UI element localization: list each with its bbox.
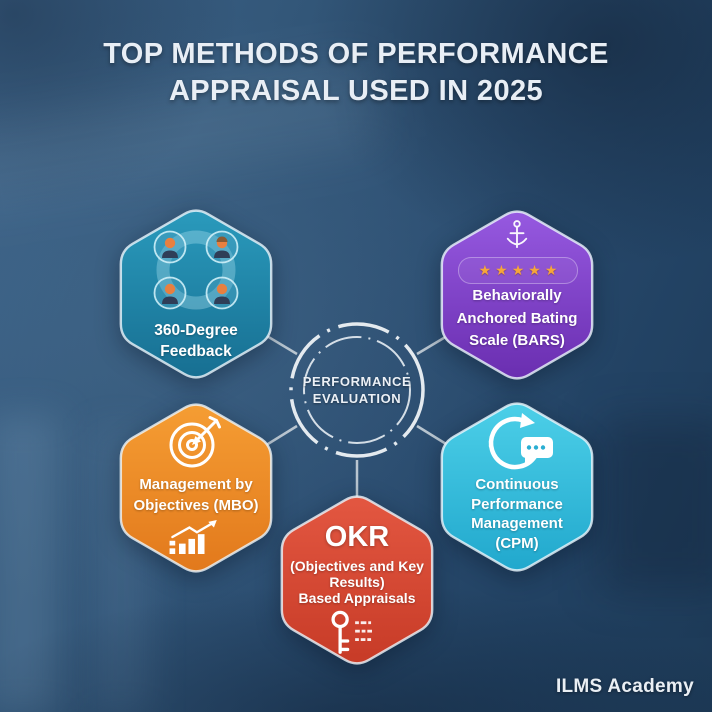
avatar [205,276,239,310]
hexagon-okr-label-line-2: Results) [329,574,385,590]
hexagon-shape [440,402,594,572]
hexagon-shape [119,403,273,573]
hexagon-360-label-line-2: Feedback [160,343,232,360]
hexagon-okr: OKR (Objectives and Key Results) Based A… [279,490,435,670]
growth-chart-icon [169,520,217,554]
hexagon-bars-label-line-1: Behaviorally [472,287,562,304]
page-title-line-2: APPRAISAL USED IN 2025 [168,75,544,107]
key-detail-lines [355,621,372,641]
hexagon-bars: ★★★★★ Behaviorally Anchored Bating Scale… [439,205,595,385]
center-hub: PERFORMANCE EVALUATION [282,315,432,465]
hexagon-okr-label-line-1: (Objectives and Key [290,558,424,574]
center-hub-line-2: EVALUATION [312,391,402,406]
hexagon-bars-label-line-2: Anchored Bating [456,309,578,327]
target-dart-icon [169,416,221,468]
people-circle-icon [153,230,239,310]
hexagon-cpm-label-line-2: Performance [471,495,563,513]
hexagon-mbo: Management by Objectives (MBO) [118,398,274,578]
star-rating: ★★★★★ [478,262,562,278]
hexagon-cpm-label-line-4: (CPM) [495,534,539,552]
hexagon-shape [280,495,434,665]
center-hub-line-1: PERFORMANCE [302,374,412,389]
hexagon-cpm-label-line-1: Continuous [475,476,559,493]
hexagon-bars-label-line-3: Scale (BARS) [469,332,565,349]
avatar [205,230,239,264]
key-icon [331,610,372,654]
page-title: TOP METHODS OF PERFORMANCE APPRAISAL USE… [56,36,656,110]
hub-rings-icon [289,322,425,458]
hexagon-mbo-label-line-2: Objectives (MBO) [133,497,259,514]
avatar [153,276,187,310]
hexagon-mbo-label-line-1: Management by [139,476,253,493]
hexagon-360-feedback: 360-Degree Feedback [118,204,274,384]
page-title-line-1: TOP METHODS OF PERFORMANCE [103,38,609,70]
hexagon-cpm-label-line-3: Management [471,515,563,532]
hexagon-cpm: Continuous Performance Management (CPM) [439,397,595,577]
hexagon-okr-title: OKR [324,521,390,553]
refresh-chat-icon [488,413,553,470]
hexagon-shape [119,209,273,379]
hexagon-360-label-line-1: 360-Degree [154,322,238,339]
center-hub-label: PERFORMANCE EVALUATION [282,315,432,465]
star-rating-pill: ★★★★★ [458,257,578,284]
anchor-icon [506,220,528,248]
brand-logo-text: ILMS Academy [555,676,694,697]
hexagon-okr-label-line-3: Based Appraisals [298,590,416,606]
avatar [153,230,187,264]
hexagon-shape [440,210,594,380]
